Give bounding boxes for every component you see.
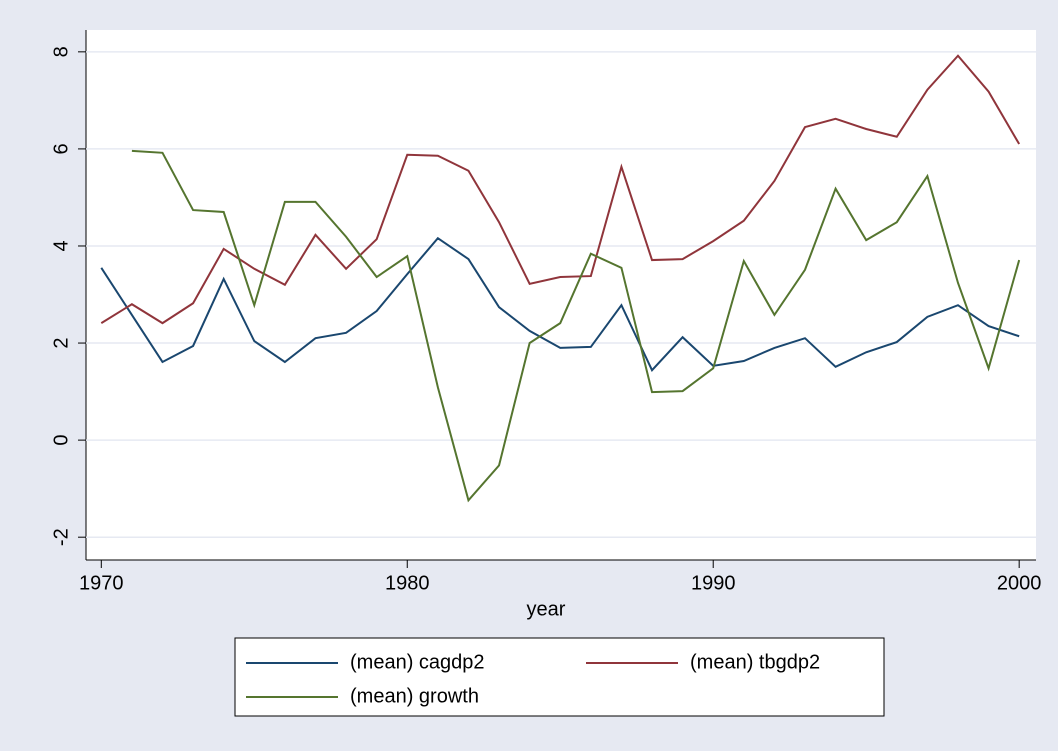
y-tick-label: 2 [50, 337, 72, 348]
series-line [131, 149, 1021, 503]
y-tick-label: 0 [50, 435, 72, 446]
x-axis-label: year [527, 598, 566, 620]
plot-area [86, 30, 1036, 560]
y-tick-label: -2 [50, 528, 72, 546]
x-tick-label: 1970 [79, 572, 124, 594]
legend-label: (mean) growth [350, 685, 479, 707]
y-tick-label: 4 [50, 240, 72, 251]
x-tick-label: 2000 [997, 572, 1042, 594]
legend-label: (mean) cagdp2 [350, 651, 485, 673]
legend-label: (mean) tbgdp2 [690, 651, 820, 673]
x-tick-label: 1990 [691, 572, 736, 594]
series-line [100, 54, 1021, 325]
series-line [100, 236, 1020, 372]
x-tick-label: 1980 [385, 572, 430, 594]
legend [234, 637, 885, 717]
y-tick-label: 8 [50, 46, 72, 57]
y-tick-label: 6 [50, 143, 72, 154]
